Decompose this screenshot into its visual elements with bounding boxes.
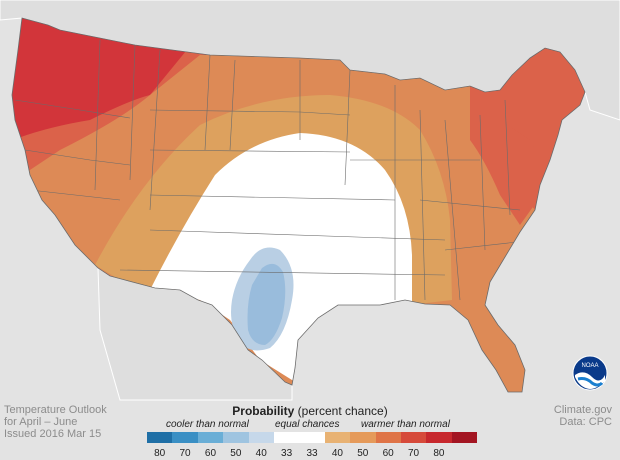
legend-tick-label: 60 bbox=[382, 448, 394, 459]
legend-swatch bbox=[197, 432, 224, 443]
legend-equal-label: equal chances bbox=[275, 419, 340, 430]
legend-tick-label: 80 bbox=[154, 448, 166, 459]
legend-swatch bbox=[400, 432, 427, 443]
zone-cooler-40-50 bbox=[247, 263, 286, 345]
legend-tick-label: 40 bbox=[255, 448, 267, 459]
caption-period: for April – June bbox=[4, 416, 78, 428]
legend-swatch bbox=[375, 432, 401, 443]
credit-source: Data: CPC bbox=[559, 416, 612, 428]
noaa-logo-text: NOAA bbox=[581, 363, 598, 369]
legend-swatch bbox=[248, 432, 274, 443]
legend-tick-label: 50 bbox=[230, 448, 242, 459]
credit-site: Climate.gov bbox=[553, 404, 612, 416]
legend-swatch bbox=[172, 432, 198, 443]
legend-cooler-label: cooler than normal bbox=[166, 419, 249, 430]
legend-warmer-label: warmer than normal bbox=[361, 419, 450, 430]
legend-title-main: Probability bbox=[232, 404, 295, 418]
legend-swatch bbox=[147, 432, 173, 443]
legend-swatch bbox=[324, 432, 351, 443]
legend-tick-label: 33 bbox=[306, 448, 318, 459]
legend-title-sub: (percent chance) bbox=[297, 404, 388, 418]
state-borders bbox=[14, 39, 536, 301]
legend-tick-label: 60 bbox=[204, 448, 217, 459]
legend-swatch bbox=[451, 432, 478, 443]
legend-swatch bbox=[299, 432, 325, 443]
legend-tick-label: 80 bbox=[433, 448, 445, 459]
legend-tick-label: 50 bbox=[357, 448, 369, 459]
noaa-logo: NOAA bbox=[572, 355, 608, 391]
legend-swatch bbox=[273, 432, 300, 443]
legend-tick-label: 40 bbox=[331, 448, 343, 459]
legend-tick-label: 70 bbox=[179, 448, 191, 459]
zone-warmer-50-60-east bbox=[470, 120, 545, 225]
legend-color-bar bbox=[147, 432, 478, 443]
caption-issued: Issued 2016 Mar 15 bbox=[4, 428, 102, 440]
legend-tick-label: 70 bbox=[407, 448, 420, 459]
legend-swatch bbox=[223, 432, 249, 443]
caption-title: Temperature Outlook bbox=[4, 404, 107, 416]
credit-caption: Climate.gov Data: CPC bbox=[554, 404, 612, 428]
legend-swatch bbox=[426, 432, 452, 443]
legend-swatch bbox=[350, 432, 376, 443]
legend-tick-label: 33 bbox=[281, 448, 293, 459]
legend-title: Probability (percent chance) bbox=[0, 404, 620, 418]
outlook-caption: Temperature Outlook for April – June Iss… bbox=[4, 404, 107, 440]
